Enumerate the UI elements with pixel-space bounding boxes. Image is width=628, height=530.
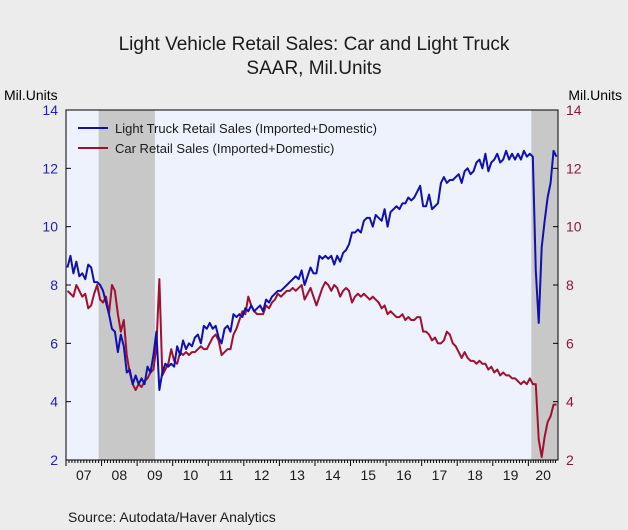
right-y-tick-label: 10 bbox=[566, 219, 582, 235]
right-y-tick-label: 14 bbox=[566, 102, 582, 118]
left-y-tick-label: 8 bbox=[50, 277, 58, 293]
x-tick-label: 15 bbox=[361, 467, 377, 483]
x-tick-label: 11 bbox=[219, 467, 234, 483]
x-tick-label: 20 bbox=[535, 467, 551, 483]
right-y-tick-label: 2 bbox=[566, 452, 574, 468]
right-y-tick-label: 12 bbox=[566, 160, 582, 176]
right-y-tick-label: 8 bbox=[566, 277, 574, 293]
x-tick-label: 07 bbox=[76, 467, 92, 483]
right-y-axis: 2 4 6 8 10 12 14 bbox=[553, 102, 582, 468]
legend-label-car: Car Retail Sales (Imported+Domestic) bbox=[115, 141, 334, 156]
x-tick-label: 17 bbox=[432, 467, 448, 483]
chart-title: Light Vehicle Retail Sales: Car and Ligh… bbox=[119, 34, 510, 55]
series-lines bbox=[66, 149, 558, 459]
left-y-tick-label: 2 bbox=[50, 452, 58, 468]
left-y-tick-label: 6 bbox=[50, 335, 58, 351]
x-tick-label: 10 bbox=[183, 467, 199, 483]
x-tick-label: 09 bbox=[147, 467, 163, 483]
left-axis-label: Mil.Units bbox=[4, 87, 58, 103]
series-line-car bbox=[66, 278, 557, 459]
left-y-tick-label: 10 bbox=[42, 219, 58, 235]
x-tick-label: 12 bbox=[254, 467, 270, 483]
left-y-tick-label: 14 bbox=[42, 102, 58, 118]
x-tick-label: 19 bbox=[503, 467, 519, 483]
left-y-axis: 2 4 6 8 10 12 14 bbox=[42, 102, 71, 468]
x-tick-label: 16 bbox=[396, 467, 412, 483]
legend-label-truck: Light Truck Retail Sales (Imported+Domes… bbox=[115, 121, 377, 136]
x-axis: 07 08 09 10 11 12 13 14 15 16 17 18 19 20 bbox=[65, 460, 557, 483]
right-y-tick-label: 4 bbox=[566, 394, 574, 410]
x-tick-label: 13 bbox=[289, 467, 305, 483]
recession-band bbox=[98, 110, 155, 460]
legend: Light Truck Retail Sales (Imported+Domes… bbox=[78, 121, 377, 156]
source-note: Source: Autodata/Haver Analytics bbox=[68, 509, 276, 525]
chart-subtitle: SAAR, Mil.Units bbox=[246, 58, 381, 79]
right-axis-label: Mil.Units bbox=[568, 87, 622, 103]
left-y-tick-label: 12 bbox=[42, 160, 58, 176]
series-line-truck bbox=[66, 149, 558, 391]
x-tick-label: 08 bbox=[112, 467, 128, 483]
x-tick-label: 18 bbox=[467, 467, 483, 483]
right-y-tick-label: 6 bbox=[566, 335, 574, 351]
x-tick-label: 14 bbox=[325, 467, 341, 483]
left-y-tick-label: 4 bbox=[50, 394, 58, 410]
